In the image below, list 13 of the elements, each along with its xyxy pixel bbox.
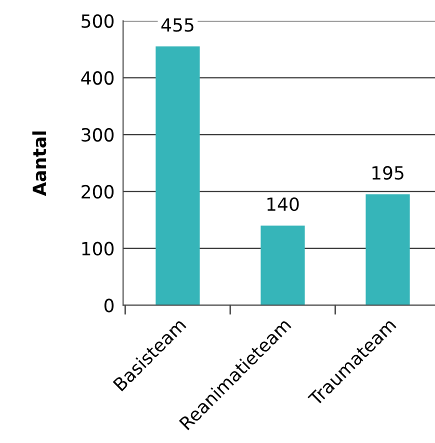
data-label: 455 [161,18,194,32]
y-axis-title: Aantal [32,132,46,196]
y-tick-label: 500 [82,14,114,28]
bar [156,46,200,306]
y-tick-label: 0 [104,298,114,312]
data-label: 195 [372,166,404,180]
bar [366,194,410,306]
y-tick-label: 200 [82,184,114,199]
y-tick-label: 300 [82,128,114,142]
y-tick-label: 100 [82,242,114,256]
y-tick-label: 400 [81,71,114,85]
data-label: 140 [267,197,299,211]
bar [260,226,305,306]
